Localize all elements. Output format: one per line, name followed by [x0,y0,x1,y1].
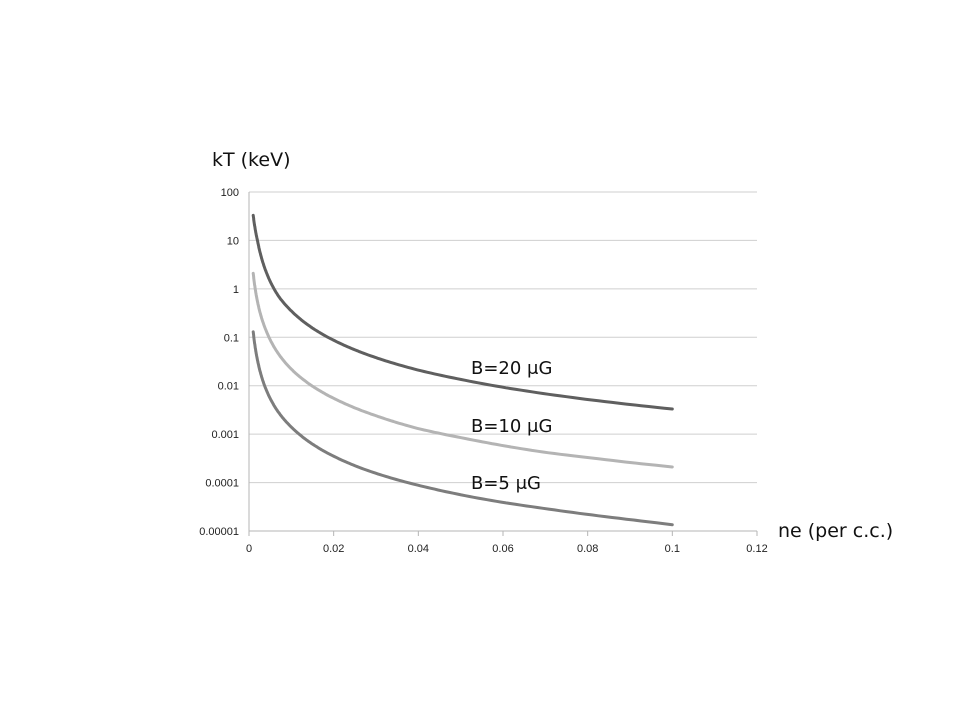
x-tick-label: 0 [246,543,252,555]
series-label-2: B=10 μG [471,416,552,437]
x-tick-label: 0.02 [323,543,344,555]
x-tick-label: 0.08 [577,543,598,555]
y-tick-label: 0.01 [218,381,239,393]
y-tick-label: 0.00001 [199,526,239,538]
tick-labels: 0.00001 0.0001 0.001 0.01 0.1 1 10 100 0 0.02 0.04… [199,187,767,555]
x-axis-title: ne (per c.c.) [778,520,893,542]
x-tick-label: 0.04 [408,543,429,555]
y-tick-label: 0.001 [211,429,239,441]
y-axis-title: kT (keV) [212,149,291,171]
y-tick-label: 0.1 [224,332,239,344]
y-tick-label: 10 [227,235,239,247]
x-tick-label: 0.06 [492,543,513,555]
y-tick-label: 0.0001 [205,478,239,490]
y-tick-label: 1 [233,284,239,296]
series-lines [251,213,674,527]
axes [248,192,758,536]
series-label-1: B=20 μG [471,358,552,379]
series-line-2 [251,271,674,469]
series-line-1 [251,213,674,411]
x-tick-label: 0.1 [665,543,680,555]
series-labels: B=20 μG B=10 μG B=5 μG [471,358,552,494]
series-line-3 [251,330,674,527]
series-label-3: B=5 μG [471,473,541,494]
y-tick-label: 100 [221,187,239,199]
x-tick-label: 0.12 [746,543,767,555]
